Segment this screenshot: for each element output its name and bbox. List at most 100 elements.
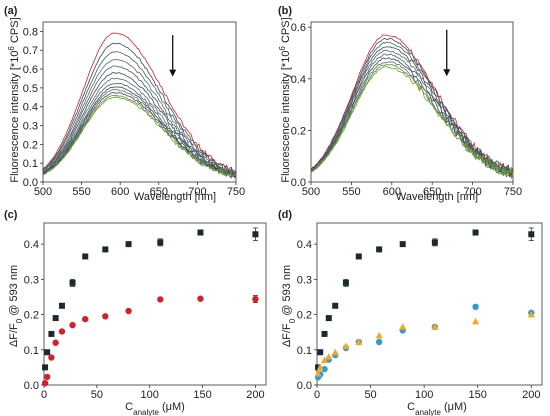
y-tick-label: 0.0 [291,177,306,189]
y-tick-label: 0.6 [291,22,306,34]
x-tick-label: 200 [522,389,540,401]
data-point-circle [52,339,59,346]
data-point-square [321,330,328,337]
data-point-triangle [325,353,333,360]
y-tick-label: 0.1 [23,158,38,170]
panel-c: (c) ΔF/F0 @ 593 nm Canalyte (μM) 0 50 100 1… [4,209,267,416]
data-point-square [332,302,339,309]
data-point-square [44,349,51,356]
data-point-triangle [471,317,480,325]
axes-frame-0 [42,21,237,183]
data-point-circle [43,373,51,381]
x-tick-label: 650 [150,186,168,198]
panel-d: (d) ΔF/F0 @ 593 nm Canalyte (μM) 0 50 100 1… [278,209,543,416]
x-axis-label-b: Wavelength [nm] [396,191,478,203]
data-point-square [197,229,204,236]
spectrum-line [42,65,237,177]
panel-label-a: (a) [4,5,18,17]
data-point-square [125,241,132,248]
spectrum-line [310,41,514,175]
axes-frame-2 [43,222,267,386]
x-tick-label: 50 [364,389,376,401]
data-point-circle [197,295,204,302]
data-point-square [252,231,259,238]
data-point-square [317,349,324,356]
y-tick-label: 0.8 [23,26,38,38]
spectrum-line [310,49,514,178]
data-point-triangle [431,323,439,330]
data-point-square [52,315,59,322]
data-point-square [528,231,535,238]
y-tick-label: 0.4 [24,239,39,251]
spectrum-line [42,32,237,176]
y-tick-label: 0.3 [24,274,39,286]
y-axis-label-d: ΔF/F0 @ 593 nm [281,265,297,347]
x-tick-label: 500 [34,186,52,198]
spectrum-line [42,82,237,178]
y-tick-label: 0.4 [291,74,306,86]
panel-b: (b) Fluorescence intensity [*106 CPS] Wa… [278,5,523,203]
x-axis-label-a: Wavelength [nm] [134,191,216,203]
x-tick-label: 700 [188,186,206,198]
spectrum-line [310,66,514,177]
data-point-circle [69,321,76,329]
y-tick-label: 0.7 [23,45,38,57]
y-axis-label-b: Fluorescence intensity [*106 CPS] [278,17,293,182]
panel-label-c: (c) [4,209,18,221]
data-point-triangle [527,310,535,318]
y-tick-label: 0.4 [297,239,312,251]
data-point-square [325,315,332,322]
y-tick-label: 0.3 [297,274,312,286]
data-point-triangle [399,323,407,330]
x-tick-label: 550 [72,186,90,198]
spectrum-line [42,59,237,177]
y-tick-label: 0.6 [23,64,38,76]
down-arrow-head [443,69,451,77]
down-arrow-head [169,69,177,77]
data-point-circle [58,328,66,335]
data-point-square [355,253,362,260]
x-axis-label-d: Canalyte (μM) [407,401,467,416]
y-tick-label: 0.2 [297,310,312,322]
panel-a: (a) Fluorescence intensity [*106 CPS] Wa… [4,5,245,203]
axes-frame-1 [310,21,514,183]
axes-frame-3 [316,222,543,386]
data-point-square [82,253,89,260]
spectrum-line [310,61,514,178]
y-tick-label: 0.1 [24,345,39,357]
data-point-square [69,279,76,286]
x-tick-label: 150 [193,389,211,401]
data-point-circle [102,313,109,320]
y-axis-label-a: Fluorescence intensity [*106 CPS] [7,17,22,182]
data-point-square [315,364,322,371]
data-point-triangle [320,356,329,364]
y-tick-label: 0.5 [23,83,38,95]
x-tick-label: 600 [111,186,129,198]
data-point-square [472,229,479,236]
y-tick-label: 0.4 [23,102,38,114]
x-tick-label: 600 [383,186,401,198]
data-point-square [342,279,349,286]
spectrum-line [310,37,514,175]
spectrum-line [310,63,514,180]
panel-label-b: (b) [278,5,292,17]
data-point-circle [472,303,479,311]
data-point-circle [48,354,55,361]
plot-area-d: 0 50 100 150 200 0.0 0.1 0.2 0.3 0.4 [297,222,543,401]
y-tick-label: 0.0 [24,380,39,392]
y-tick-label: 0.2 [291,125,306,137]
x-tick-label: 0 [314,389,320,401]
spectrum-line [42,96,237,178]
data-point-square [48,330,55,337]
y-tick-label: 0.2 [23,139,38,151]
data-point-square [376,246,383,253]
spectrum-line [42,77,237,178]
plot-area-b: 500 550 600 650 700 750 0.0 0.2 0.4 0.6 [291,21,522,198]
data-point-square [102,246,109,253]
x-tick-label: 750 [227,186,245,198]
x-tick-label: 550 [342,186,360,198]
y-tick-label: 0.2 [24,310,39,322]
data-point-triangle [355,338,363,345]
data-point-square [431,239,438,246]
